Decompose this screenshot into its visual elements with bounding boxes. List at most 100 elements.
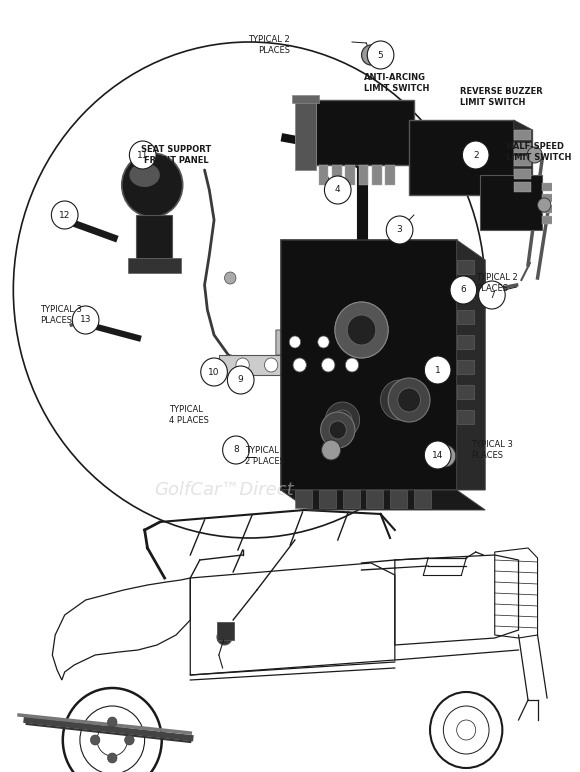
Ellipse shape bbox=[201, 358, 227, 386]
Bar bbox=[456, 410, 474, 424]
Text: 6: 6 bbox=[461, 286, 466, 294]
Ellipse shape bbox=[321, 358, 335, 372]
Text: 12: 12 bbox=[59, 211, 70, 219]
Ellipse shape bbox=[454, 280, 473, 300]
Ellipse shape bbox=[388, 378, 430, 422]
Text: TYPICAL
2 PLACES: TYPICAL 2 PLACES bbox=[245, 446, 285, 466]
Ellipse shape bbox=[325, 402, 360, 438]
Bar bbox=[409, 120, 514, 195]
Bar bbox=[542, 216, 557, 224]
Ellipse shape bbox=[380, 380, 419, 420]
Ellipse shape bbox=[386, 216, 413, 244]
Text: TYPICAL 3
PLACES: TYPICAL 3 PLACES bbox=[471, 440, 513, 459]
Ellipse shape bbox=[122, 153, 183, 217]
Bar bbox=[314, 100, 414, 165]
Ellipse shape bbox=[321, 440, 340, 460]
Bar bbox=[542, 194, 557, 202]
Polygon shape bbox=[456, 240, 485, 490]
Text: 1: 1 bbox=[435, 365, 441, 374]
Ellipse shape bbox=[90, 735, 100, 745]
Ellipse shape bbox=[289, 336, 300, 348]
Bar bbox=[372, 165, 382, 185]
Text: 4: 4 bbox=[335, 185, 340, 195]
Ellipse shape bbox=[237, 372, 252, 388]
Ellipse shape bbox=[324, 176, 351, 204]
Ellipse shape bbox=[398, 388, 420, 412]
Ellipse shape bbox=[217, 629, 232, 645]
Bar bbox=[281, 240, 456, 490]
Ellipse shape bbox=[367, 41, 394, 69]
Text: 3: 3 bbox=[397, 225, 403, 235]
Polygon shape bbox=[276, 330, 376, 355]
Ellipse shape bbox=[107, 717, 117, 727]
Bar bbox=[319, 165, 328, 185]
Text: HALF-SPEED
LIMIT SWITCH: HALF-SPEED LIMIT SWITCH bbox=[506, 142, 571, 161]
Bar bbox=[514, 130, 531, 140]
Text: 7: 7 bbox=[489, 290, 495, 300]
Polygon shape bbox=[219, 355, 376, 375]
Bar bbox=[514, 156, 531, 166]
Bar bbox=[456, 360, 474, 374]
Bar bbox=[456, 285, 474, 299]
Text: SEAT SUPPORT
FRONT PANEL: SEAT SUPPORT FRONT PANEL bbox=[141, 145, 211, 164]
Ellipse shape bbox=[227, 366, 254, 394]
Ellipse shape bbox=[318, 336, 329, 348]
Bar bbox=[319, 490, 336, 508]
Text: 13: 13 bbox=[80, 316, 92, 324]
Bar bbox=[136, 215, 172, 260]
Bar bbox=[367, 490, 383, 508]
Bar bbox=[390, 490, 407, 508]
Ellipse shape bbox=[129, 163, 160, 187]
Bar bbox=[128, 258, 181, 273]
Polygon shape bbox=[514, 120, 533, 200]
Bar bbox=[332, 165, 342, 185]
Bar bbox=[343, 490, 360, 508]
Ellipse shape bbox=[129, 141, 156, 169]
Ellipse shape bbox=[478, 281, 505, 309]
Ellipse shape bbox=[527, 147, 542, 163]
Bar bbox=[414, 490, 431, 508]
Text: TYPICAL
4 PLACES: TYPICAL 4 PLACES bbox=[169, 405, 209, 425]
Bar bbox=[456, 335, 474, 349]
Text: 5: 5 bbox=[378, 50, 383, 59]
Bar bbox=[456, 260, 474, 274]
Ellipse shape bbox=[345, 358, 358, 372]
Text: 14: 14 bbox=[432, 451, 443, 459]
Ellipse shape bbox=[236, 358, 249, 372]
Ellipse shape bbox=[388, 388, 411, 412]
Ellipse shape bbox=[345, 312, 379, 348]
Bar bbox=[514, 169, 531, 179]
Bar bbox=[295, 490, 312, 508]
Bar bbox=[345, 165, 355, 185]
Polygon shape bbox=[281, 490, 485, 510]
Bar bbox=[542, 205, 557, 213]
Text: GolfCar™Direct: GolfCar™Direct bbox=[154, 481, 293, 499]
Ellipse shape bbox=[329, 421, 346, 439]
Text: 10: 10 bbox=[208, 367, 220, 377]
Ellipse shape bbox=[107, 753, 117, 763]
Bar bbox=[514, 182, 531, 192]
Text: REVERSE BUZZER
LIMIT SWITCH: REVERSE BUZZER LIMIT SWITCH bbox=[459, 87, 542, 107]
Bar bbox=[292, 95, 319, 103]
Ellipse shape bbox=[435, 445, 456, 467]
Text: 2: 2 bbox=[473, 151, 478, 160]
Ellipse shape bbox=[264, 358, 278, 372]
Text: TYPICAL 3
PLACES: TYPICAL 3 PLACES bbox=[40, 305, 82, 325]
Ellipse shape bbox=[367, 51, 375, 59]
Ellipse shape bbox=[125, 735, 134, 745]
Ellipse shape bbox=[333, 410, 352, 430]
Text: TYPICAL 2
PLACES: TYPICAL 2 PLACES bbox=[476, 273, 517, 293]
Bar bbox=[295, 100, 316, 170]
Ellipse shape bbox=[538, 198, 551, 212]
Ellipse shape bbox=[346, 336, 358, 348]
Ellipse shape bbox=[224, 272, 236, 284]
Ellipse shape bbox=[361, 45, 380, 65]
Ellipse shape bbox=[450, 276, 477, 304]
Bar bbox=[217, 622, 234, 640]
Ellipse shape bbox=[425, 356, 451, 384]
Ellipse shape bbox=[462, 141, 489, 169]
Ellipse shape bbox=[425, 441, 451, 469]
Bar bbox=[385, 165, 395, 185]
Ellipse shape bbox=[52, 201, 78, 229]
Ellipse shape bbox=[335, 302, 388, 358]
